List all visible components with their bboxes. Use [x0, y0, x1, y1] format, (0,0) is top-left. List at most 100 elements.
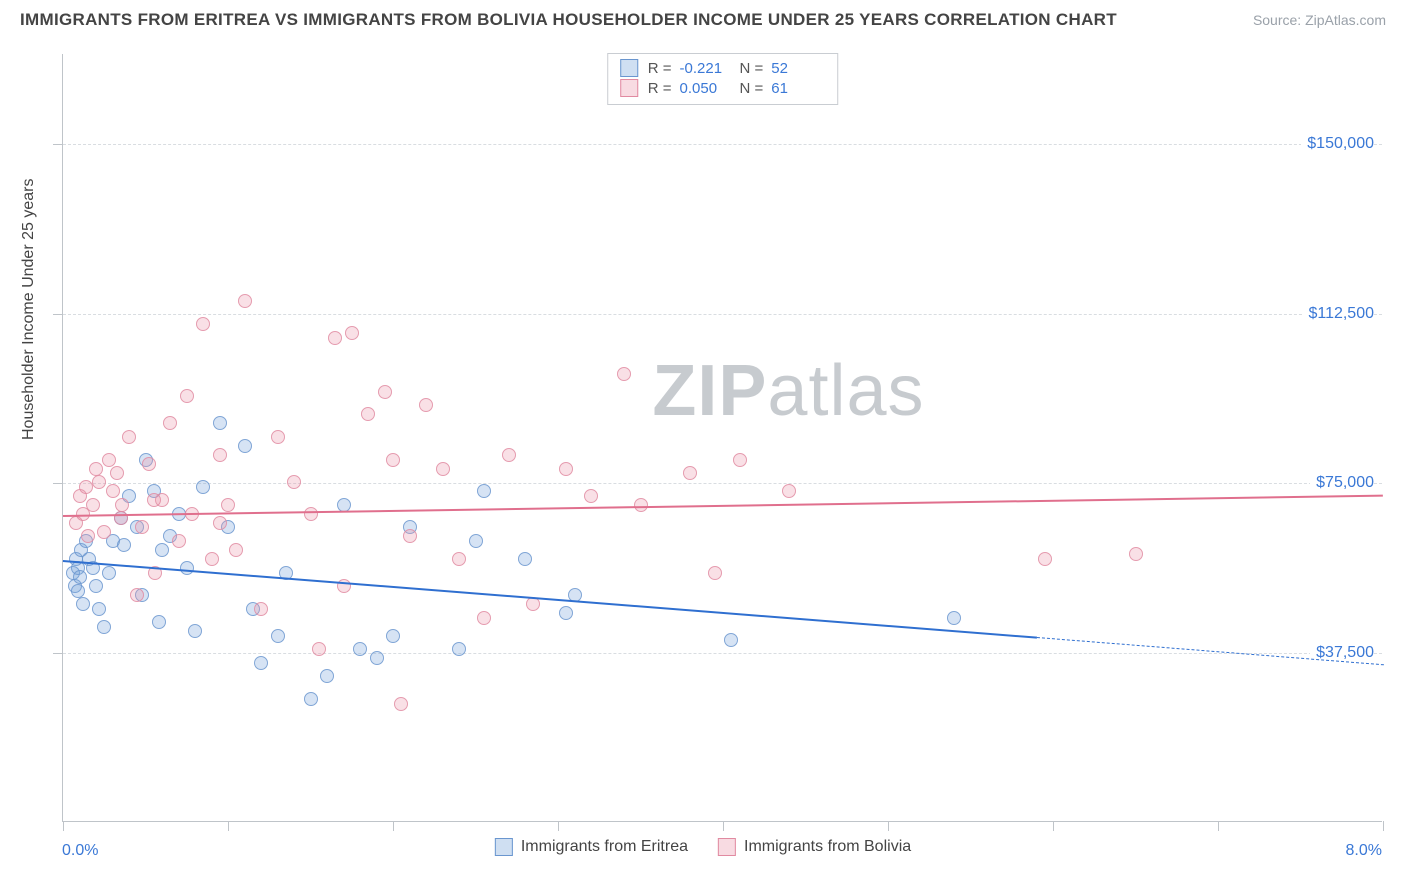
- swatch-eritrea: [495, 838, 513, 856]
- data-point: [221, 498, 235, 512]
- data-point: [708, 566, 722, 580]
- legend-item-bolivia: Immigrants from Bolivia: [718, 838, 911, 856]
- data-point: [353, 642, 367, 656]
- r-label: R =: [648, 80, 672, 97]
- swatch-bolivia: [620, 79, 638, 97]
- y-tick: [53, 144, 63, 145]
- data-point: [254, 656, 268, 670]
- data-point: [229, 543, 243, 557]
- data-point: [419, 398, 433, 412]
- data-point: [518, 552, 532, 566]
- x-tick: [228, 821, 229, 831]
- x-tick: [1053, 821, 1054, 831]
- data-point: [452, 552, 466, 566]
- data-point: [238, 294, 252, 308]
- data-point: [110, 466, 124, 480]
- data-point: [196, 317, 210, 331]
- x-tick: [1383, 821, 1384, 831]
- source-prefix: Source:: [1253, 12, 1305, 28]
- data-point: [386, 453, 400, 467]
- series-legend: Immigrants from Eritrea Immigrants from …: [495, 838, 911, 856]
- data-point: [89, 462, 103, 476]
- data-point: [559, 606, 573, 620]
- data-point: [89, 579, 103, 593]
- data-point: [115, 498, 129, 512]
- data-point: [452, 642, 466, 656]
- data-point: [320, 669, 334, 683]
- r-value-eritrea: -0.221: [680, 60, 734, 77]
- trend-line: [63, 494, 1383, 516]
- swatch-eritrea: [620, 59, 638, 77]
- legend-row-bolivia: R = 0.050 N = 61: [620, 78, 826, 98]
- x-tick: [63, 821, 64, 831]
- n-value-bolivia: 61: [771, 80, 825, 97]
- data-point: [97, 525, 111, 539]
- x-axis-max-label: 8.0%: [1346, 842, 1382, 860]
- data-point: [92, 475, 106, 489]
- data-point: [155, 543, 169, 557]
- y-tick: [53, 483, 63, 484]
- data-point: [102, 453, 116, 467]
- y-tick-label: $112,500: [1302, 305, 1374, 323]
- data-point: [502, 448, 516, 462]
- gridline: [63, 653, 1382, 654]
- data-point: [152, 615, 166, 629]
- n-label: N =: [740, 80, 764, 97]
- data-point: [724, 633, 738, 647]
- data-point: [238, 439, 252, 453]
- n-label: N =: [740, 60, 764, 77]
- data-point: [386, 629, 400, 643]
- data-point: [130, 588, 144, 602]
- data-point: [172, 534, 186, 548]
- data-point: [733, 453, 747, 467]
- data-point: [378, 385, 392, 399]
- data-point: [328, 331, 342, 345]
- chart-source: Source: ZipAtlas.com: [1253, 12, 1386, 28]
- source-name: ZipAtlas.com: [1305, 12, 1386, 28]
- watermark-zip: ZIP: [652, 351, 767, 431]
- data-point: [102, 566, 116, 580]
- data-point: [180, 389, 194, 403]
- data-point: [117, 538, 131, 552]
- data-point: [345, 326, 359, 340]
- data-point: [86, 498, 100, 512]
- data-point: [163, 416, 177, 430]
- r-value-bolivia: 0.050: [680, 80, 734, 97]
- data-point: [106, 484, 120, 498]
- data-point: [142, 457, 156, 471]
- y-tick-label: $75,000: [1310, 474, 1374, 492]
- data-point: [76, 597, 90, 611]
- y-tick-label: $150,000: [1301, 135, 1374, 153]
- data-point: [213, 448, 227, 462]
- data-point: [403, 529, 417, 543]
- data-point: [135, 520, 149, 534]
- x-tick: [1218, 821, 1219, 831]
- data-point: [304, 507, 318, 521]
- y-tick: [53, 314, 63, 315]
- y-axis-label: Householder Income Under 25 years: [20, 179, 38, 440]
- data-point: [97, 620, 111, 634]
- x-tick: [393, 821, 394, 831]
- data-point: [254, 602, 268, 616]
- data-point: [1038, 552, 1052, 566]
- gridline: [63, 144, 1382, 145]
- data-point: [92, 602, 106, 616]
- data-point: [1129, 547, 1143, 561]
- data-point: [782, 484, 796, 498]
- n-value-eritrea: 52: [771, 60, 825, 77]
- data-point: [947, 611, 961, 625]
- data-point: [188, 624, 202, 638]
- scatter-chart: R = -0.221 N = 52 R = 0.050 N = 61 ZIPat…: [62, 54, 1382, 822]
- data-point: [634, 498, 648, 512]
- data-point: [287, 475, 301, 489]
- data-point: [180, 561, 194, 575]
- x-tick: [723, 821, 724, 831]
- legend-item-eritrea: Immigrants from Eritrea: [495, 838, 688, 856]
- data-point: [361, 407, 375, 421]
- legend-label-bolivia: Immigrants from Bolivia: [744, 838, 911, 856]
- data-point: [469, 534, 483, 548]
- data-point: [147, 493, 161, 507]
- x-axis-min-label: 0.0%: [62, 842, 98, 860]
- data-point: [584, 489, 598, 503]
- data-point: [436, 462, 450, 476]
